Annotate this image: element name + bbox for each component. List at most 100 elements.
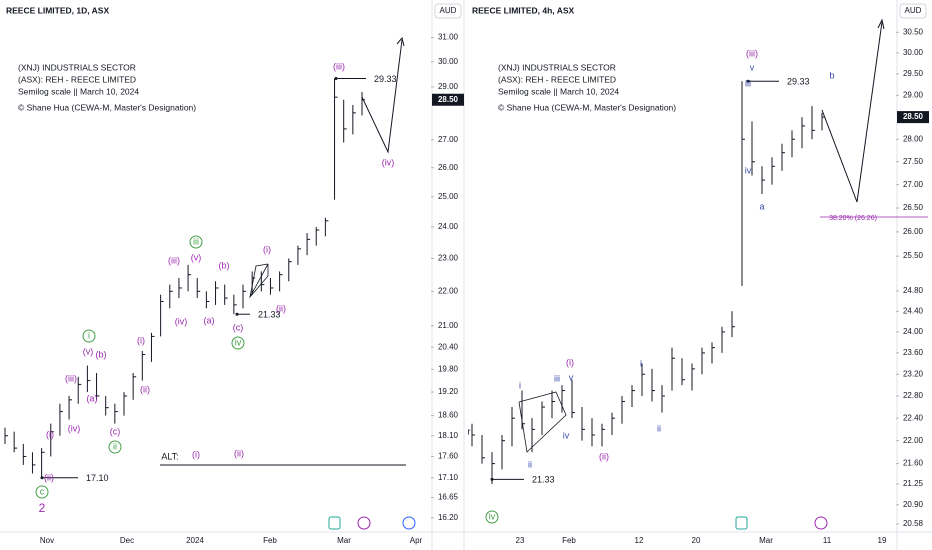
arrow-head — [877, 18, 885, 30]
level-dot — [235, 312, 239, 316]
wave-label: v — [750, 62, 755, 72]
x-tick-label: 12 — [635, 536, 644, 545]
y-tick-label: 21.25 — [903, 479, 924, 488]
level-label: 21.33 — [258, 310, 281, 320]
dividend-icon[interactable] — [814, 516, 828, 530]
y-tick-label: 22.80 — [903, 391, 924, 400]
x-tick-label: Nov — [40, 536, 54, 545]
level-label: 29.33 — [787, 77, 810, 87]
wave-label: (ii) — [276, 303, 286, 313]
currency-box — [899, 3, 927, 19]
y-tick-label: 20.40 — [438, 342, 459, 351]
chart-panel: REECE LIMITED, 4h, ASX AUD (XNJ) INDUSTRIA… — [468, 3, 929, 545]
y-tick-label: 29.50 — [903, 69, 924, 78]
x-tick-label: Feb — [263, 536, 277, 545]
wave-label: (i) — [192, 449, 200, 459]
y-tick-label: 29.00 — [903, 90, 924, 99]
y-tick-label: 25.50 — [903, 251, 924, 260]
y-tick-label: 30.00 — [903, 48, 924, 57]
currency: AUD — [905, 6, 922, 15]
y-tick-label: 20.58 — [903, 519, 924, 528]
wave-label: iii — [745, 78, 751, 88]
earnings-icon[interactable] — [735, 516, 748, 530]
wave-label: (b) — [96, 349, 107, 359]
x-tick-label: Feb — [562, 536, 576, 545]
wave-label: (iii) — [65, 373, 77, 383]
arrow-head — [396, 36, 405, 47]
wedge — [249, 263, 269, 299]
y-tick-label: 24.80 — [903, 286, 924, 295]
wave-label: ii — [657, 423, 661, 433]
x-tick-label: 11 — [823, 536, 832, 545]
projection — [361, 39, 403, 154]
x-tick-label: 20 — [692, 536, 701, 545]
wave-circle — [108, 440, 122, 454]
wave-label: (v) — [83, 346, 94, 356]
y-tick-label: 24.00 — [438, 222, 459, 231]
wave-label: (a) — [87, 393, 98, 403]
wave-label: (iii) — [168, 255, 180, 265]
y-tick-label: 23.60 — [903, 348, 924, 357]
wedge — [518, 391, 567, 453]
wave-label: (i) — [137, 335, 145, 345]
y-tick-label: 29.00 — [438, 82, 459, 91]
y-tick-label: 24.00 — [903, 327, 924, 336]
wave-label: (iv) — [175, 316, 188, 326]
projection — [821, 21, 883, 203]
wave-label: v — [569, 372, 574, 382]
y-tick-label: 25.00 — [438, 192, 459, 201]
wave-circle — [82, 329, 96, 343]
dividend-icon[interactable] — [357, 516, 371, 530]
y-tick-label: 22.40 — [903, 413, 924, 422]
info-text: Semilog scale || March 10, 2024 — [498, 86, 619, 96]
wave-label: a — [759, 201, 764, 211]
x-tick-label: Dec — [120, 536, 134, 545]
wave-label: 2 — [39, 501, 46, 515]
chart-title: REECE LIMITED, 1D, ASX — [6, 5, 109, 15]
y-tick-label: 27.50 — [903, 157, 924, 166]
wave-label: r — [468, 426, 471, 436]
wave-label: iii — [193, 236, 199, 246]
wave-label: b — [829, 70, 834, 80]
y-tick-label: 22.00 — [903, 436, 924, 445]
y-tick-label: 21.60 — [903, 459, 924, 468]
wave-label: (b) — [219, 260, 230, 270]
event-icons[interactable] — [328, 516, 828, 530]
wave-circle — [189, 235, 203, 249]
wave-label: (iii) — [333, 61, 345, 71]
y-tick-label: 22.00 — [438, 286, 459, 295]
wave-label: (iii) — [746, 48, 758, 58]
y-tick-label: 20.90 — [903, 500, 924, 509]
info-text: © Shane Hua (CEWA-M, Master's Designatio… — [498, 102, 676, 112]
level-dot — [746, 79, 750, 83]
wave-label: (i) — [566, 357, 574, 367]
wave-label: (i) — [46, 429, 54, 439]
wave-label: (c) — [233, 322, 244, 332]
y-tick-label: 23.00 — [438, 254, 459, 263]
fib-label: 38.20% (26.26) — [829, 215, 877, 222]
x-tick-label: 23 — [516, 536, 525, 545]
wave-label: i — [88, 330, 90, 340]
y-tick-label: 26.50 — [903, 203, 924, 212]
wave-label: iv — [563, 430, 570, 440]
currency: AUD — [440, 6, 457, 15]
y-tick-label: 18.60 — [438, 411, 459, 420]
info-text: (ASX): REH - REECE LIMITED — [18, 74, 136, 84]
wave-label: i — [640, 358, 642, 368]
wave-label: (ii) — [140, 384, 150, 394]
info-text: © Shane Hua (CEWA-M, Master's Designatio… — [18, 102, 196, 112]
wave-label: ALT: — [161, 451, 178, 461]
wave-circle — [485, 510, 499, 524]
currency-box — [434, 3, 462, 19]
wave-label: iii — [554, 373, 560, 383]
wave-label: (ii) — [234, 448, 244, 458]
info-text: (XNJ) INDUSTRIALS SECTOR — [18, 62, 136, 72]
wave-label: iv — [745, 165, 752, 175]
y-tick-label: 30.00 — [438, 57, 459, 66]
level-dot — [334, 77, 338, 81]
event-icon[interactable] — [402, 516, 416, 530]
y-tick-label: 17.60 — [438, 452, 459, 461]
earnings-icon[interactable] — [328, 516, 341, 530]
x-tick-label: Mar — [759, 536, 773, 545]
